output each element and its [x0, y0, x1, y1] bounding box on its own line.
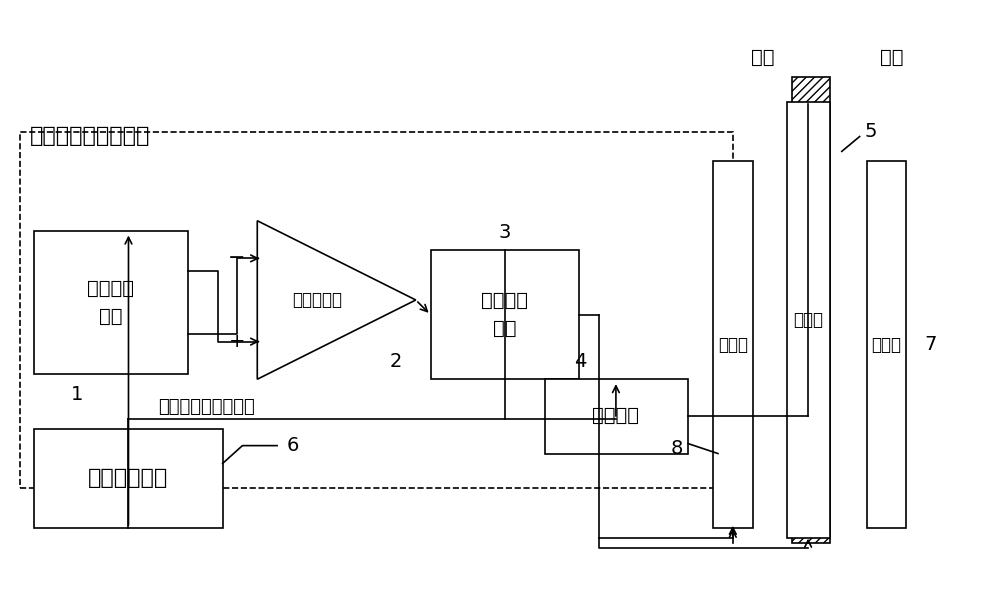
Bar [431, 251, 579, 379]
Text: −: − [228, 248, 245, 269]
Text: 信号还原
电路: 信号还原 电路 [87, 278, 134, 325]
Text: 散冷片: 散冷片 [718, 336, 748, 353]
Text: 4: 4 [574, 352, 587, 371]
Text: 冷凝片开关控制信号: 冷凝片开关控制信号 [158, 398, 255, 416]
Text: 冷凝片恒温控制电路: 冷凝片恒温控制电路 [29, 127, 150, 146]
Bar [787, 102, 830, 538]
Bar [867, 161, 906, 528]
Text: +: + [229, 332, 245, 351]
Bar [34, 230, 188, 374]
Text: 热敏电阵: 热敏电阵 [592, 407, 639, 426]
Text: 1: 1 [71, 384, 83, 404]
Text: 6: 6 [287, 436, 299, 455]
Text: 冷凝片驱
动器: 冷凝片驱 动器 [481, 291, 528, 338]
Bar [792, 77, 830, 543]
Text: 2: 2 [390, 352, 402, 371]
Text: 防潮筱控制器: 防潮筱控制器 [88, 468, 169, 488]
Text: 3: 3 [499, 223, 511, 242]
Polygon shape [257, 221, 416, 379]
Text: 7: 7 [924, 335, 936, 354]
Bar [20, 131, 733, 488]
Bar [545, 379, 688, 454]
Text: 筱外: 筱外 [880, 48, 903, 67]
Bar [34, 429, 223, 528]
Text: 8: 8 [671, 439, 683, 458]
Text: 电压比较器: 电压比较器 [292, 291, 342, 309]
Text: 冷凝片: 冷凝片 [793, 311, 823, 329]
Bar [792, 77, 830, 543]
Text: 筱内: 筱内 [751, 48, 774, 67]
Text: 散热片: 散热片 [871, 336, 901, 353]
Bar [713, 161, 753, 528]
Text: 5: 5 [865, 122, 877, 141]
